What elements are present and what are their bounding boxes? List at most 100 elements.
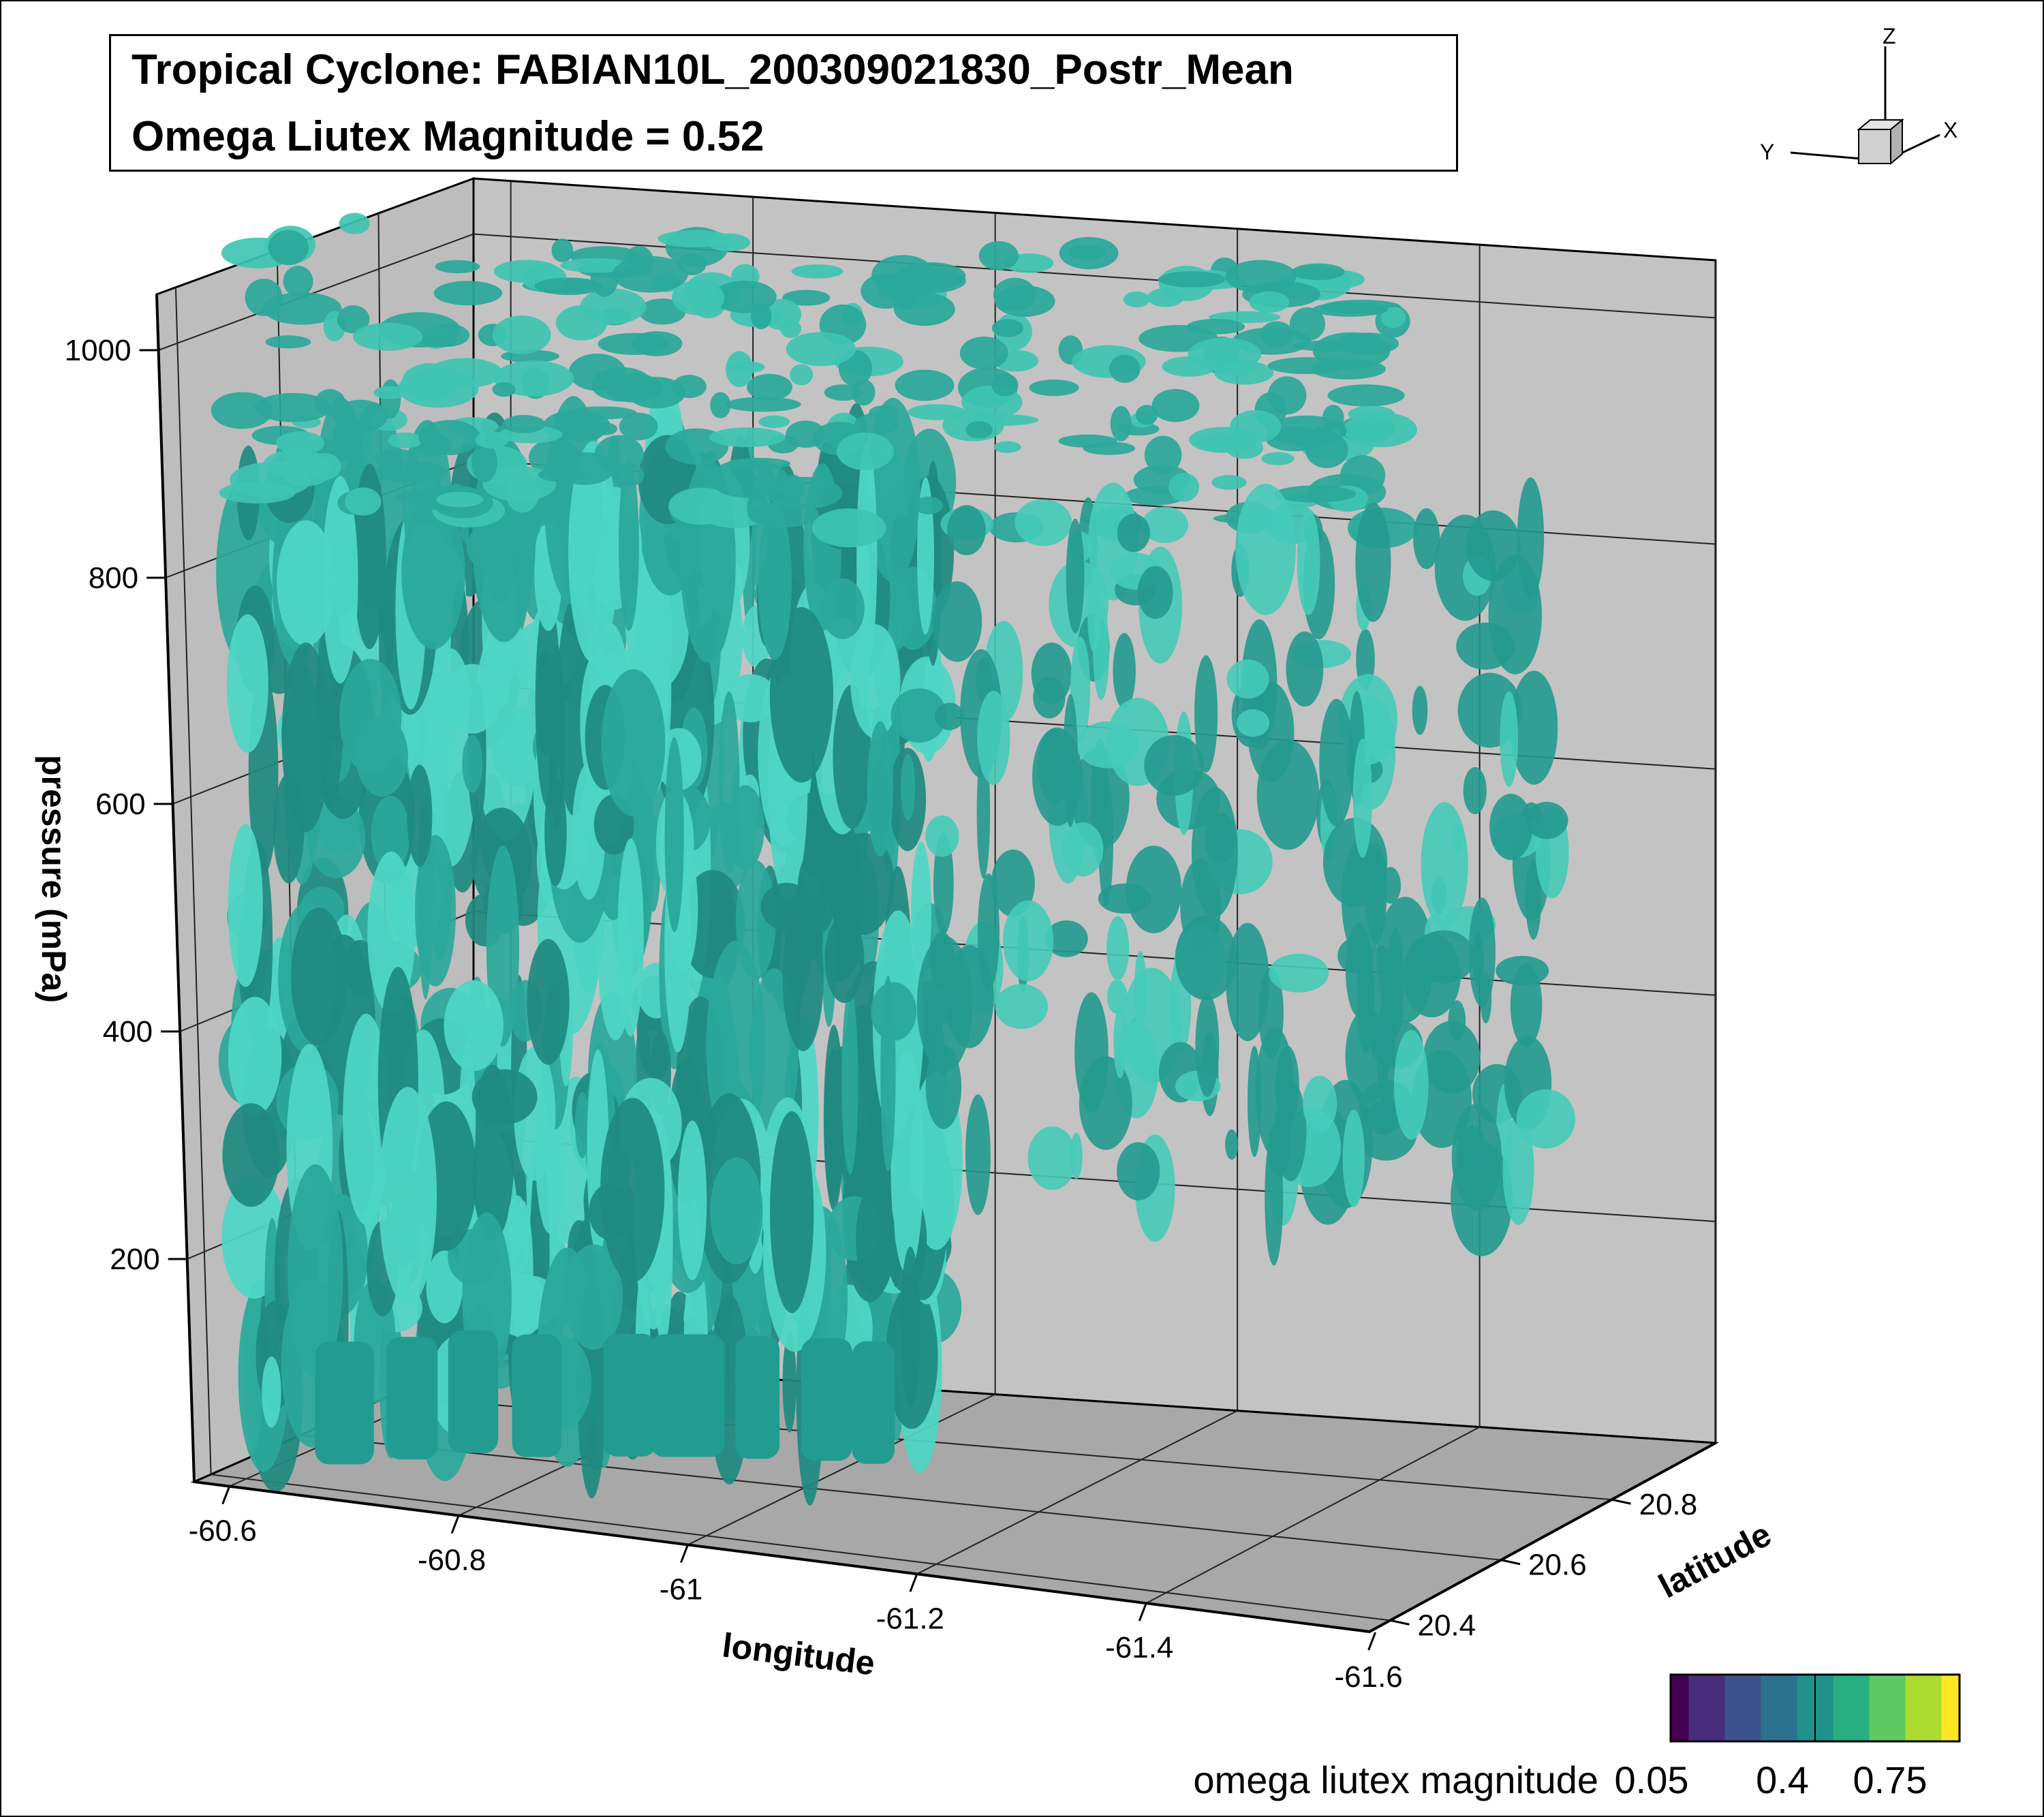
isosurface-blob: [1274, 485, 1357, 503]
grid-line-latitude: [300, 1434, 1502, 1561]
isosurface-blob: [908, 404, 966, 420]
isosurface-blob: [415, 835, 456, 987]
isosurface-blob: [1137, 565, 1173, 619]
x-tick: [680, 1544, 689, 1563]
isosurface-blob: [471, 1069, 538, 1125]
colorbar-label: omega liutex magnitude: [1193, 1758, 1598, 1801]
x-tick-label: -61: [660, 1572, 703, 1606]
isosurface-blob: [1225, 1129, 1239, 1160]
colorbar-segment: [1688, 1675, 1707, 1741]
y-tick-label: 20.8: [1639, 1488, 1698, 1521]
isosurface-blob: [672, 375, 707, 399]
isosurface-blob: [1236, 709, 1270, 737]
isosurface-blob: [925, 815, 959, 857]
colorbar-segment: [1761, 1675, 1780, 1741]
isosurface-blob: [1340, 455, 1386, 496]
chart-title: Tropical Cyclone: FABIAN10L_200309021830…: [131, 46, 1294, 93]
isosurface-blob: [1516, 1089, 1575, 1149]
isosurface-blob: [435, 260, 480, 274]
colorbar-segment: [1743, 1675, 1761, 1741]
chart-subtitle: Omega Liutex Magnitude = 0.52: [131, 113, 764, 160]
isosurface-blob: [916, 477, 935, 635]
isosurface-blob: [1412, 685, 1428, 735]
isosurface-blob: [1135, 405, 1158, 425]
isosurface-blob: [433, 281, 502, 306]
isosurface-blob: [811, 508, 886, 548]
isosurface-blob: [791, 264, 843, 279]
isosurface-blob: [1256, 739, 1320, 850]
isosurface-blob: [436, 491, 484, 508]
isosurface-blob: [1066, 518, 1085, 634]
isosurface-blob: [337, 305, 370, 334]
isosurface-blob: [925, 1044, 962, 1130]
colorbar-tick-label: 0.4: [1756, 1758, 1809, 1801]
isosurface-blob: [1175, 916, 1237, 1001]
isosurface-blob: [959, 337, 1008, 370]
x-tick: [1138, 1602, 1147, 1621]
x-tick: [450, 1515, 460, 1534]
orientation-cube-icon: [1857, 118, 1904, 166]
colorbar-segment: [1707, 1675, 1725, 1741]
isosurface-blob: [1336, 332, 1399, 355]
isosurface-blob: [914, 497, 944, 514]
isosurface-blob: [222, 1103, 280, 1207]
isosurface-blob: [1033, 677, 1066, 719]
isosurface-blob: [991, 373, 1019, 397]
isosurface-blob: [619, 459, 639, 632]
y-axis-label: latitude: [1652, 1515, 1777, 1606]
isosurface-blob: [750, 302, 772, 330]
isosurface-blob: [1113, 633, 1136, 709]
colorbar-segment: [1779, 1675, 1797, 1741]
isosurface-column: [852, 1341, 895, 1464]
isosurface-blob: [965, 420, 993, 439]
isosurface-blob: [612, 255, 688, 293]
isosurface-blob: [551, 238, 574, 262]
grid-line-latitude: [211, 1474, 1391, 1621]
isosurface-blob: [373, 386, 407, 399]
isosurface-blob: [1500, 691, 1519, 788]
isosurface-blob: [339, 213, 370, 234]
isosurface-blob: [1463, 766, 1487, 815]
isosurface-blob: [1517, 477, 1545, 598]
isosurface-column: [603, 1333, 657, 1457]
orientation-axes: Z Y X: [1760, 24, 1957, 166]
isosurface-blob: [900, 1246, 920, 1408]
colorbar-segment: [1923, 1675, 1942, 1741]
isosurface-blob: [1076, 721, 1139, 768]
isosurface-blob: [492, 382, 516, 397]
isosurface-blob: [245, 278, 283, 316]
isosurface-blob: [228, 824, 263, 987]
y-tick: [1611, 1498, 1631, 1505]
isosurface-blob: [965, 1094, 991, 1215]
isosurface-blob: [444, 664, 501, 734]
isosurface-blob: [758, 415, 790, 429]
isosurface-blob: [626, 377, 686, 409]
isosurface-blob: [1352, 738, 1372, 858]
isosurface-blob: [1204, 812, 1237, 863]
isosurface-blob: [598, 332, 670, 355]
isosurface-blob: [1225, 260, 1297, 294]
isosurface-blob: [1510, 670, 1558, 785]
isosurface-blob: [991, 319, 1024, 337]
isosurface-blob: [1141, 506, 1189, 544]
isosurface-blob: [322, 476, 358, 684]
orientation-y-label: Y: [1760, 140, 1774, 164]
isosurface-column: [448, 1330, 499, 1453]
isosurface-blob: [823, 1025, 844, 1211]
isosurface-blob: [901, 754, 916, 821]
title-box: Tropical Cyclone: FABIAN10L_200309021830…: [109, 34, 1458, 172]
z-tick-label: 800: [89, 561, 138, 595]
isosurface-blob: [1526, 860, 1542, 940]
isosurface-blob: [769, 607, 834, 783]
isosurface-column: [315, 1341, 374, 1465]
isosurface-blob: [977, 690, 1010, 785]
isosurface-blob: [1087, 575, 1102, 653]
isosurface-blob: [534, 277, 603, 295]
isosurface-blob: [353, 322, 423, 351]
isosurface-blob: [492, 315, 551, 354]
isosurface-blob: [211, 392, 273, 429]
isosurface-blob: [527, 939, 570, 1065]
isosurface-blob: [1502, 1115, 1534, 1225]
isosurface-blob: [854, 413, 898, 436]
isosurface-blob: [726, 351, 754, 388]
